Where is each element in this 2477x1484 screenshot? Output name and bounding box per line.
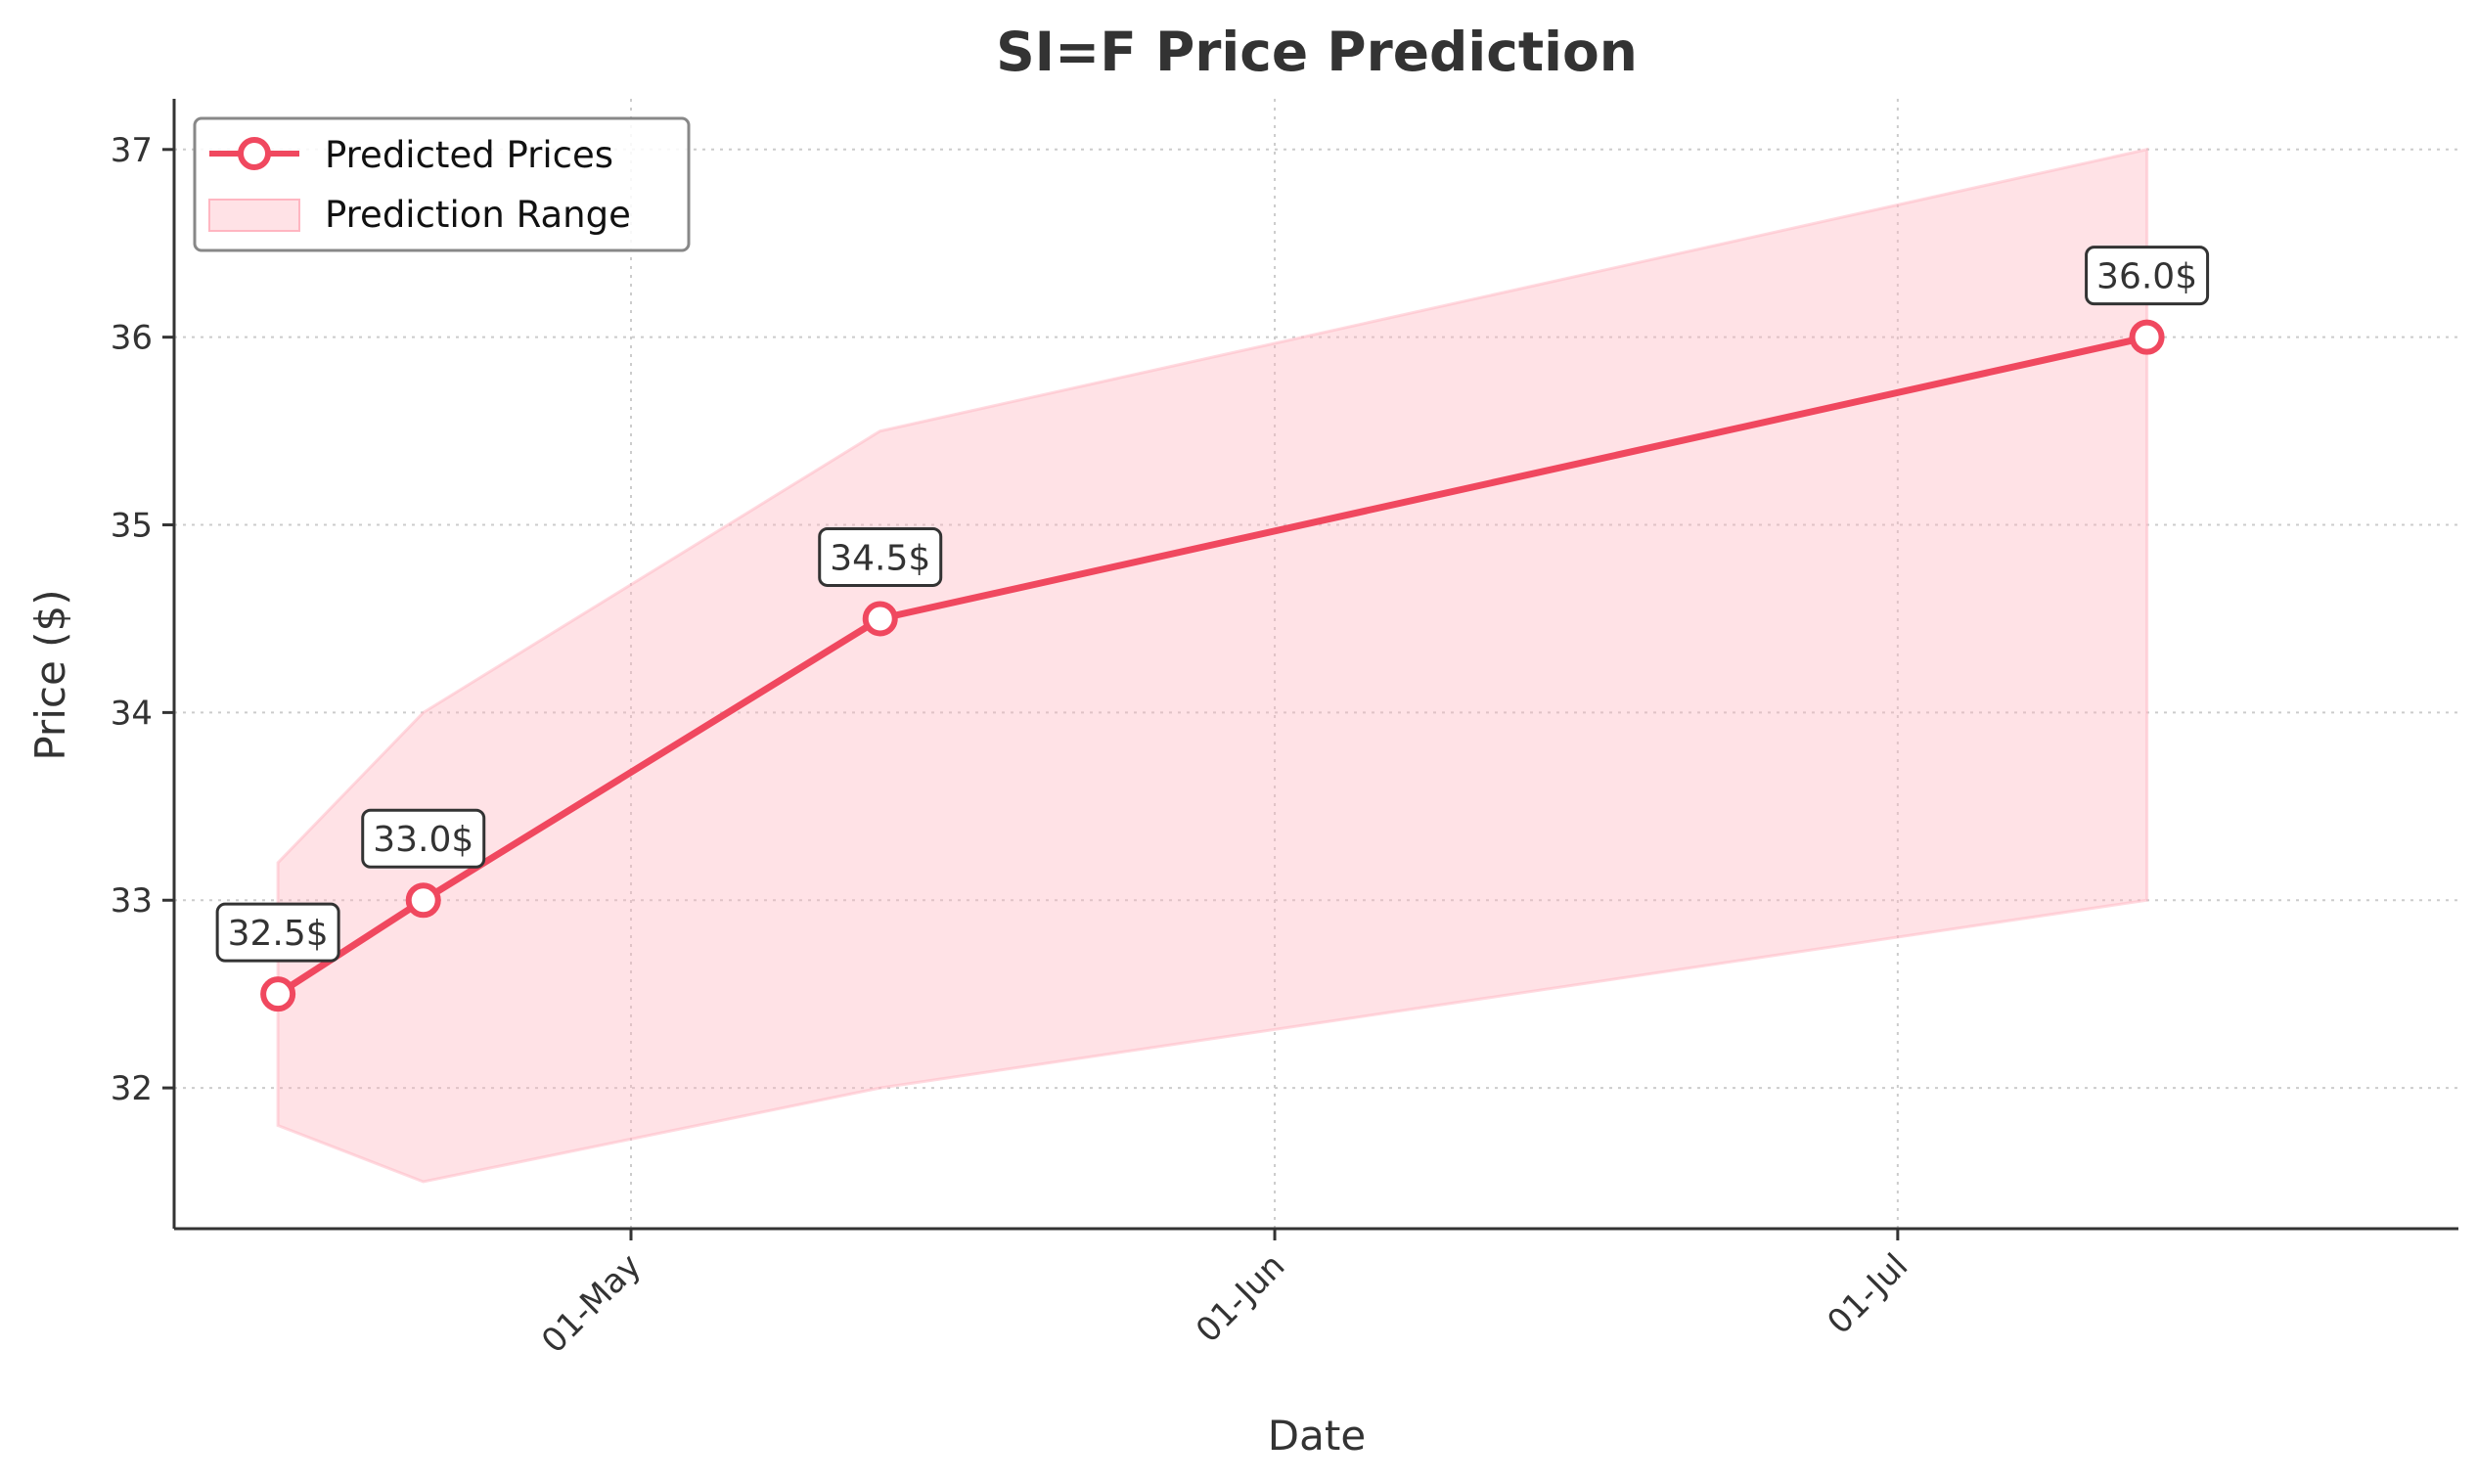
legend-marker-swatch [238,137,271,170]
predicted-point [405,882,441,919]
data-label-text: 33.0$ [373,820,473,860]
data-label-text: 36.0$ [2096,257,2197,297]
y-tick-label: 33 [111,881,153,921]
legend-area-swatch [208,199,300,232]
x-axis-label: Date [1268,1412,1366,1460]
predicted-point [862,601,898,637]
predicted-line-path [276,334,2148,998]
y-tick-label: 35 [111,507,153,546]
chart-title: SI=F Price Prediction [996,21,1638,83]
data-label: 34.5$ [818,526,943,587]
y-tick-label: 34 [111,694,153,733]
data-label-box [215,902,340,963]
data-label-text: 32.5$ [228,914,329,954]
data-label-box [818,526,943,587]
prediction-range-band [276,147,2149,1184]
predicted-point [2129,319,2165,355]
data-label: 32.5$ [215,902,340,963]
legend-label-predicted: Predicted Prices [325,134,613,176]
legend-label-range: Prediction Range [325,194,631,236]
data-label: 36.0$ [2085,246,2210,306]
legend: Predicted Prices Prediction Range [193,116,691,252]
data-label-box [361,808,486,869]
data-labels: 32.5$ 33.0$ 34.5$ 36.0$ [215,246,2210,963]
y-axis-label: Price ($) [26,589,74,760]
y-tick-label: 37 [111,131,153,170]
y-tick-label: 36 [111,319,153,358]
y-tick-label: 32 [111,1069,153,1108]
predicted-point [260,976,296,1012]
predicted-prices-line [260,319,2165,1012]
data-label-text: 34.5$ [830,538,930,578]
prediction-range-area [276,147,2149,1184]
data-label: 33.0$ [361,808,486,869]
legend-frame [193,116,691,252]
data-label-box [2085,246,2210,306]
